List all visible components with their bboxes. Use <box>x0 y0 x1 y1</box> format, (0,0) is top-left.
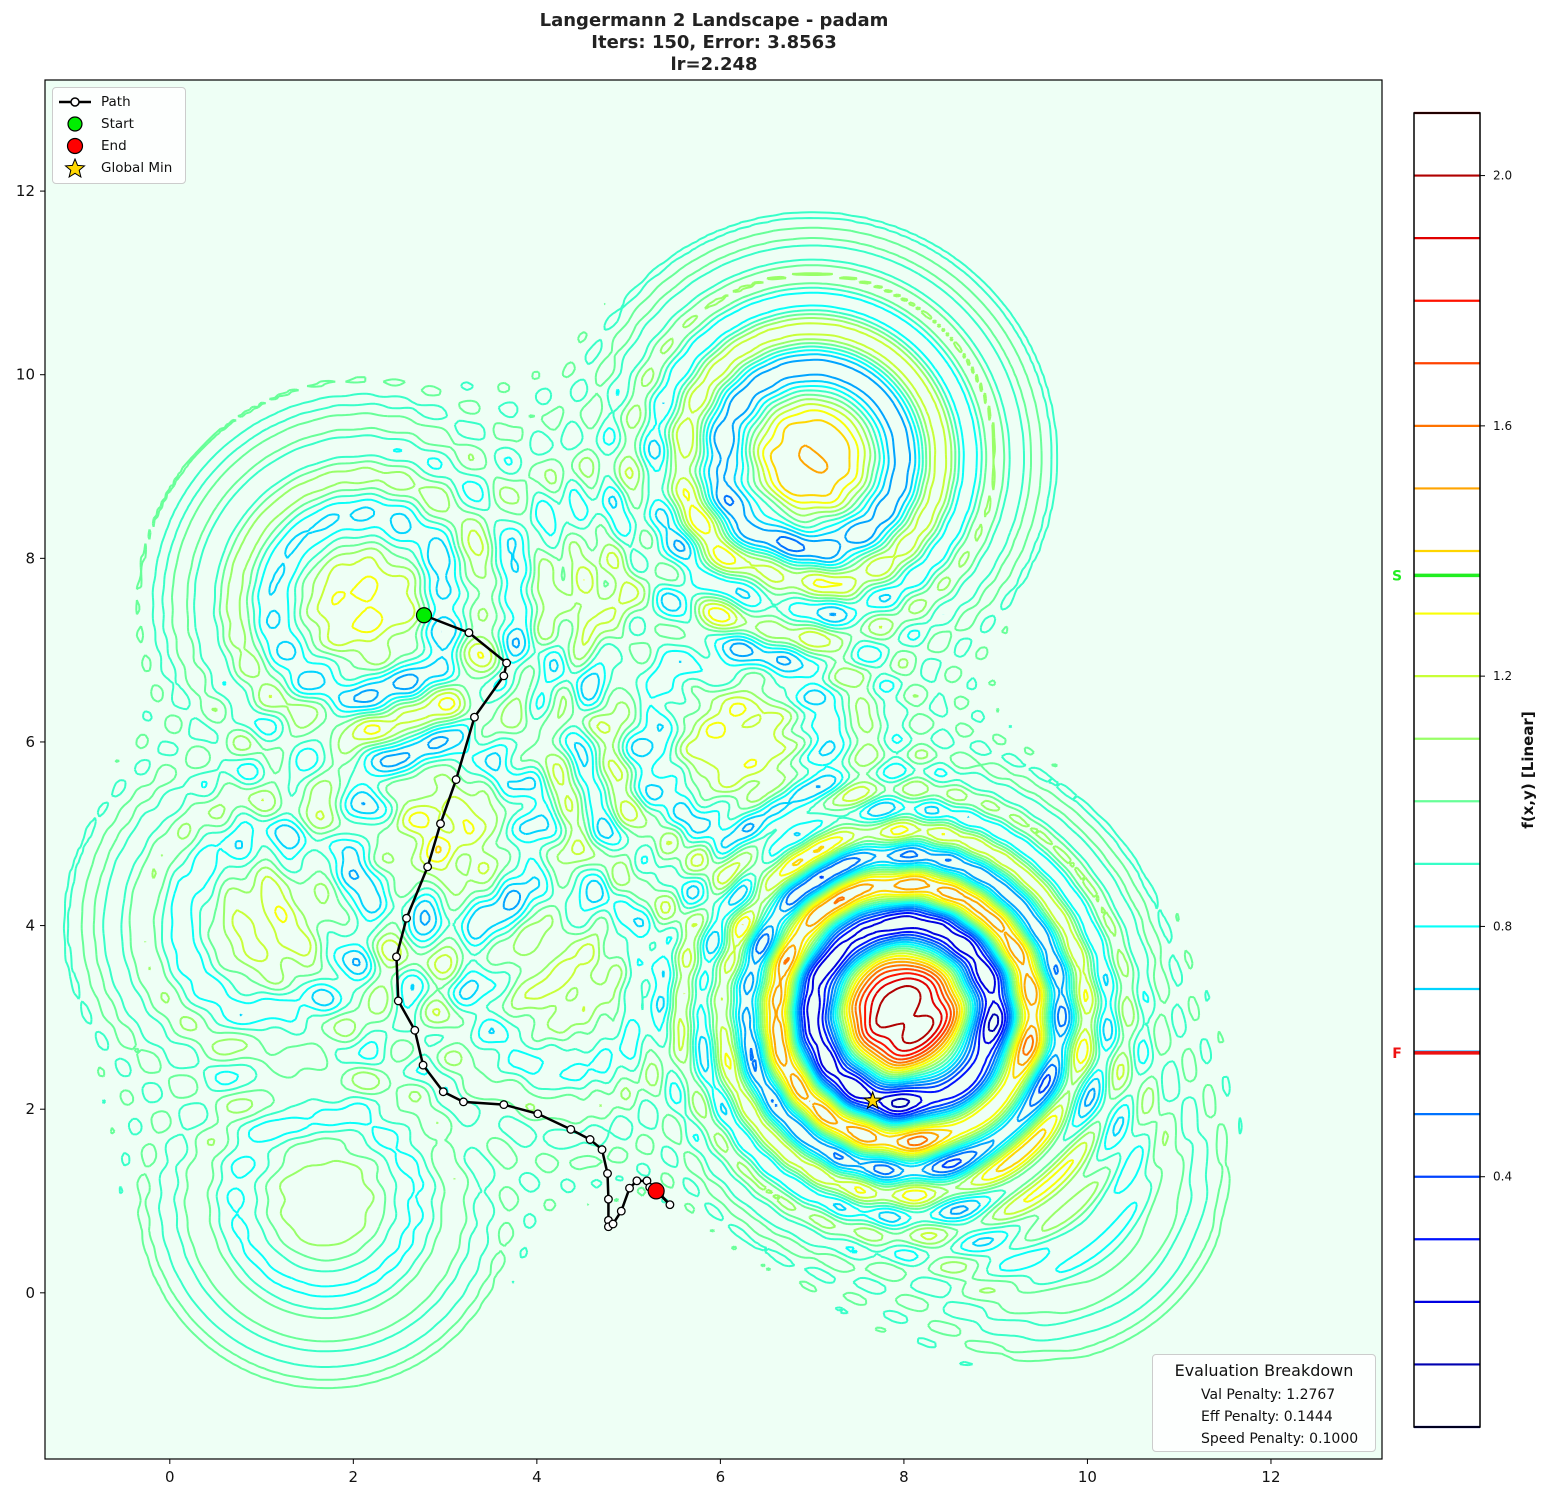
x-tick-label: 8 <box>899 1468 909 1486</box>
path-point <box>632 1176 642 1186</box>
path-point <box>418 1060 428 1070</box>
colorbar-marker-label-F: F <box>1392 1046 1402 1062</box>
path-point <box>603 1194 613 1204</box>
legend-item-global-min: Global Min <box>53 158 183 178</box>
x-tick-label: 10 <box>1078 1468 1097 1486</box>
contour-level-0.4 <box>800 875 1052 1169</box>
path-point <box>438 1087 448 1097</box>
axes: 0 2 4 6 8 10 12 0 2 4 6 8 10 12 <box>16 182 1281 1486</box>
evaluation-title: Evaluation Breakdown <box>1174 1361 1354 1380</box>
path-point <box>665 1200 675 1210</box>
path-point <box>392 952 401 962</box>
optimizer-path <box>392 607 883 1232</box>
contour-level-1.9 <box>868 977 943 1052</box>
colorbar-frame <box>1413 112 1481 1428</box>
contour-level-1.4 <box>434 419 1047 1173</box>
contour-level-1.0 <box>80 226 1231 1390</box>
chart-title: Langermann 2 Landscape - padam Iters: 15… <box>0 10 1428 76</box>
path-point <box>402 913 411 923</box>
contour-level-0.9 <box>62 211 1243 1368</box>
colorbar-tick-label: 1.2 <box>1493 669 1512 683</box>
colorbar-tick-label: 0.4 <box>1493 1170 1512 1184</box>
y-tick-label: 6 <box>25 733 35 751</box>
path-point <box>458 1097 468 1107</box>
path-point <box>451 775 461 785</box>
title-line-3: lr=2.248 <box>670 54 758 75</box>
legend-item-path: Path <box>53 92 183 112</box>
contour-level-0.2 <box>806 915 1004 1113</box>
x-tick-label: 0 <box>165 1468 175 1486</box>
legend-item-end: End <box>53 136 183 156</box>
x-tick-label: 6 <box>716 1468 726 1486</box>
contour-level-0.1 <box>890 1013 1000 1109</box>
eff-penalty: Eff Penalty: 0.1444 <box>1201 1409 1333 1425</box>
colorbar-tick-label: 0.8 <box>1493 919 1512 933</box>
legend-item-start: Start <box>53 114 183 134</box>
path-point <box>585 1135 595 1144</box>
contour-level-1.8 <box>864 972 948 1057</box>
path-point <box>423 862 433 872</box>
green-circle-icon <box>67 116 83 132</box>
title-line-2: Iters: 150, Error: 3.8563 <box>591 32 837 53</box>
path-point <box>499 1100 509 1110</box>
y-tick-label: 12 <box>16 182 35 200</box>
path-point <box>436 819 445 829</box>
y-tick-label: 0 <box>25 1284 35 1302</box>
path-point <box>616 1206 626 1216</box>
y-tick-label: 4 <box>25 917 35 935</box>
x-tick-label: 4 <box>532 1468 542 1486</box>
path-point <box>410 1025 420 1035</box>
path-point <box>625 1183 634 1193</box>
contour-level-0.8 <box>170 291 1150 1298</box>
val-penalty: Val Penalty: 1.2767 <box>1201 1387 1336 1403</box>
path-point <box>608 1219 618 1229</box>
colorbar-bg <box>1414 113 1480 1427</box>
evaluation-breakdown: Evaluation Breakdown Val Penalty: 1.2767… <box>1152 1354 1376 1452</box>
contour-level-0.7 <box>234 353 1125 1247</box>
y-tick-label: 2 <box>25 1100 35 1118</box>
colorbar-label: f(x,y) [Linear] <box>1519 711 1537 829</box>
contour-level-1.5 <box>771 444 1038 1150</box>
contour-level-1.6 <box>783 896 1035 1147</box>
x-tick-label: 2 <box>349 1468 359 1486</box>
colorbar-tick-label: 2.0 <box>1493 169 1512 183</box>
contour-level-1.3 <box>274 409 1089 1203</box>
path-point <box>464 628 474 638</box>
title-line-1: Langermann 2 Landscape - padam <box>539 10 889 31</box>
contour-level-0.3 <box>802 912 1007 1116</box>
legend: Path Start End Global Min <box>52 87 186 184</box>
contour-level-2.0 <box>875 985 935 1045</box>
star-icon <box>64 158 86 178</box>
plot-frame <box>44 79 1383 1460</box>
y-tick-label: 8 <box>25 549 35 567</box>
y-tick-label: 10 <box>16 366 35 384</box>
colorbar: S F 0.4 0.8 1.2 1.6 2.0 <box>1392 111 1512 1429</box>
contour-lines <box>62 211 1243 1390</box>
contour-level-1.2 <box>231 322 1125 1241</box>
red-circle-icon <box>66 137 84 155</box>
colorbar-tick-label: 1.6 <box>1493 419 1512 433</box>
path-point <box>533 1109 543 1119</box>
path-line-icon <box>59 97 91 107</box>
plot-area <box>45 80 1382 1459</box>
path-point <box>603 1169 612 1178</box>
path-point <box>470 712 479 722</box>
speed-penalty: Speed Penalty: 0.1000 <box>1201 1431 1359 1447</box>
end-marker <box>647 1182 665 1200</box>
contour-level-0.5 <box>723 494 1067 1176</box>
contour-level-1.1 <box>144 272 1170 1294</box>
global-min-star <box>862 1090 883 1110</box>
path-point <box>499 671 509 681</box>
path-point <box>393 996 403 1006</box>
start-marker <box>415 607 433 624</box>
colorbar-marker-label-S: S <box>1392 568 1402 584</box>
path-point <box>597 1145 607 1155</box>
path-point <box>502 658 512 668</box>
contour-level-0.6 <box>348 358 1096 1215</box>
x-tick-label: 12 <box>1261 1468 1280 1486</box>
path-point <box>566 1124 576 1134</box>
contour-level-1.7 <box>858 968 952 1061</box>
